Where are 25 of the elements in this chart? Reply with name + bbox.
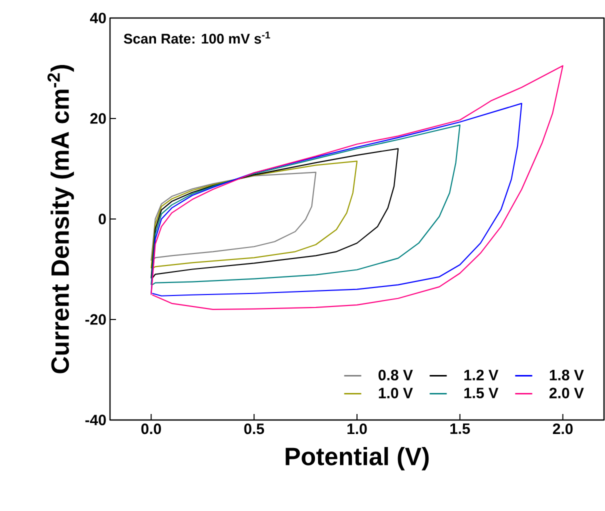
x-tick-label: 0.5 [244, 424, 264, 434]
x-tick-label: 1.5 [450, 424, 470, 434]
x-tick-label: 1.0 [348, 424, 367, 434]
line-series [150, 124, 460, 286]
y-tick-label: -20 [85, 314, 106, 325]
y-tick-label: 40 [90, 12, 106, 24]
y-tick-label: 0 [98, 214, 106, 224]
line-series [150, 65, 564, 310]
y-tick-label: 20 [90, 113, 106, 124]
legend-label: 2.0 V [549, 388, 584, 398]
x-axis-title: Potential (V) [286, 447, 429, 470]
legend-label: 1.0 V [378, 388, 413, 398]
legend-label: 1.5 V [464, 388, 498, 398]
legend-label: 1.2 V [464, 370, 498, 380]
line-series [150, 172, 316, 262]
legend-label: 0.8 V [378, 370, 413, 380]
y-tick-label: -40 [85, 414, 106, 426]
x-tick-label: 2.0 [552, 424, 573, 434]
x-tick-label: 0.0 [141, 424, 161, 434]
y-axis-title: Current Density (mA cm$^{-2}$) [47, 64, 74, 374]
legend-label: 1.8 V [550, 370, 584, 380]
line-series [150, 148, 399, 279]
line-series [150, 102, 522, 296]
line-series [150, 160, 358, 269]
annotation: Scan Rate: 100 mV s$^{-1}$ [124, 32, 270, 44]
